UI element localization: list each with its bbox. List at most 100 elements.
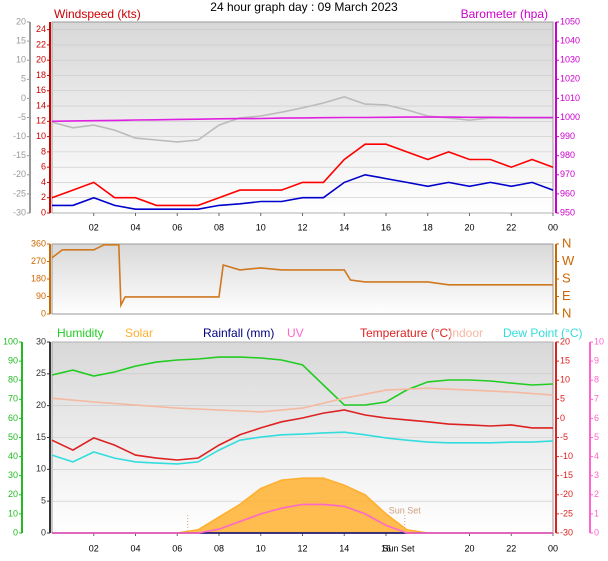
y-tick-label: -5 bbox=[560, 432, 568, 442]
y-tick-label: -25 bbox=[560, 508, 573, 518]
y-tick-label: -25 bbox=[13, 188, 26, 198]
y-tick-label: N bbox=[562, 305, 571, 320]
y-tick-label: 2 bbox=[41, 192, 46, 202]
legend-entry: Humidity bbox=[57, 326, 104, 340]
y-tick-label: 20 bbox=[8, 489, 18, 499]
x-tick-label: 04 bbox=[130, 543, 140, 553]
y-tick-label: 1030 bbox=[560, 55, 580, 65]
y-tick-label: 0 bbox=[21, 93, 26, 103]
y-tick-label: 0 bbox=[41, 527, 46, 537]
y-tick-label: -20 bbox=[560, 489, 573, 499]
y-tick-label: 360 bbox=[31, 238, 46, 248]
y-tick-label: 20 bbox=[16, 16, 26, 26]
series-line bbox=[51, 356, 554, 406]
y-tick-label: 270 bbox=[31, 256, 46, 266]
y-tick-label: 9 bbox=[594, 355, 599, 365]
y-tick-label: 5 bbox=[41, 496, 46, 506]
y-tick-label: -15 bbox=[560, 470, 573, 480]
y-tick-label: 1020 bbox=[560, 74, 580, 84]
legend-entry: Solar bbox=[125, 326, 153, 340]
y-tick-label: 80 bbox=[8, 375, 18, 385]
y-tick-label: 180 bbox=[31, 273, 46, 283]
y-tick-label: 20 bbox=[36, 400, 46, 410]
y-tick-label: 2 bbox=[594, 489, 599, 499]
y-tick-label: 20 bbox=[36, 55, 46, 65]
y-tick-label: 3 bbox=[594, 470, 599, 480]
x-tick-label: 08 bbox=[214, 543, 224, 553]
annotation: Sun Set bbox=[389, 505, 422, 515]
x-tick-label: 20 bbox=[464, 222, 474, 232]
legend-entry: Indoor bbox=[449, 326, 483, 340]
y-tick-label: 22 bbox=[36, 39, 46, 49]
y-tick-label: 15 bbox=[36, 432, 46, 442]
x-tick-label: 14 bbox=[339, 222, 349, 232]
legend-entry: Temperature (°C) bbox=[360, 326, 452, 340]
series-line bbox=[51, 143, 554, 207]
y-tick-label: S bbox=[562, 270, 571, 285]
series-line bbox=[52, 503, 553, 534]
y-tick-label: -5 bbox=[18, 112, 26, 122]
legend-entry: UV bbox=[287, 326, 304, 340]
y2-label: Barometer (hpa) bbox=[461, 7, 548, 21]
y-tick-label: 40 bbox=[8, 451, 18, 461]
x-tick-label: 16 bbox=[381, 222, 391, 232]
y-tick-label: 0 bbox=[13, 527, 18, 537]
y-tick-label: 100 bbox=[3, 336, 18, 346]
y-tick-label: 15 bbox=[560, 355, 570, 365]
x-tick-label: 02 bbox=[89, 222, 99, 232]
y-tick-label: 980 bbox=[560, 150, 575, 160]
plot-background bbox=[51, 243, 554, 315]
legend-entry: Dew Point (°C) bbox=[503, 326, 582, 340]
x-tick-label: 22 bbox=[506, 222, 516, 232]
y-tick-label: 0 bbox=[560, 413, 565, 423]
y-tick-label: -20 bbox=[13, 169, 26, 179]
x-tick-label: 06 bbox=[172, 543, 182, 553]
y-tick-label: 10 bbox=[8, 508, 18, 518]
y-tick-label: 14 bbox=[36, 100, 46, 110]
y-tick-label: 1010 bbox=[560, 93, 580, 103]
y-tick-label: -30 bbox=[560, 527, 573, 537]
series-line bbox=[51, 116, 553, 123]
y-tick-label: 1050 bbox=[560, 16, 580, 26]
y-tick-label: 60 bbox=[8, 413, 18, 423]
y-tick-label: W bbox=[562, 253, 575, 268]
x-tick-label: 10 bbox=[256, 543, 266, 553]
y-tick-label: 16 bbox=[36, 85, 46, 95]
y-tick-label: 1 bbox=[594, 508, 599, 518]
x-tick-label: 00 bbox=[548, 543, 558, 553]
y-tick-label: 1000 bbox=[560, 112, 580, 122]
y-tick-label: -10 bbox=[560, 451, 573, 461]
y-tick-label: 6 bbox=[41, 162, 46, 172]
y-tick-label: 4 bbox=[41, 177, 46, 187]
y-tick-label: 50 bbox=[8, 432, 18, 442]
y-tick-label: 8 bbox=[594, 375, 599, 385]
y-tick-label: 25 bbox=[36, 368, 46, 378]
series-line bbox=[51, 431, 554, 465]
y-tick-label: 18 bbox=[36, 70, 46, 80]
y-tick-label: 30 bbox=[36, 336, 46, 346]
y-tick-label: N bbox=[562, 235, 571, 250]
x-tick-label: 14 bbox=[339, 543, 349, 553]
chart-title: 24 hour graph day : 09 March 2023 bbox=[210, 0, 398, 14]
y-tick-label: 990 bbox=[560, 131, 575, 141]
y-tick-label: 7 bbox=[594, 394, 599, 404]
y-tick-label: 90 bbox=[8, 355, 18, 365]
x-tick-label: 12 bbox=[297, 222, 307, 232]
x-tick-label: 20 bbox=[464, 543, 474, 553]
x-tick-label: 10 bbox=[256, 222, 266, 232]
x-tick-label: 08 bbox=[214, 222, 224, 232]
y-tick-label: 10 bbox=[16, 55, 26, 65]
y-tick-label: 950 bbox=[560, 207, 575, 217]
series-line bbox=[51, 96, 553, 143]
x-tick-label: 06 bbox=[172, 222, 182, 232]
y-tick-label: -30 bbox=[13, 207, 26, 217]
y-tick-label: 10 bbox=[36, 464, 46, 474]
y-tick-label: -15 bbox=[13, 150, 26, 160]
y-tick-label: 10 bbox=[594, 336, 604, 346]
y-tick-label: 30 bbox=[8, 470, 18, 480]
x-tick-label: 12 bbox=[297, 543, 307, 553]
y-tick-label: 4 bbox=[594, 451, 599, 461]
series-line bbox=[51, 409, 553, 461]
y-tick-label: 6 bbox=[594, 413, 599, 423]
